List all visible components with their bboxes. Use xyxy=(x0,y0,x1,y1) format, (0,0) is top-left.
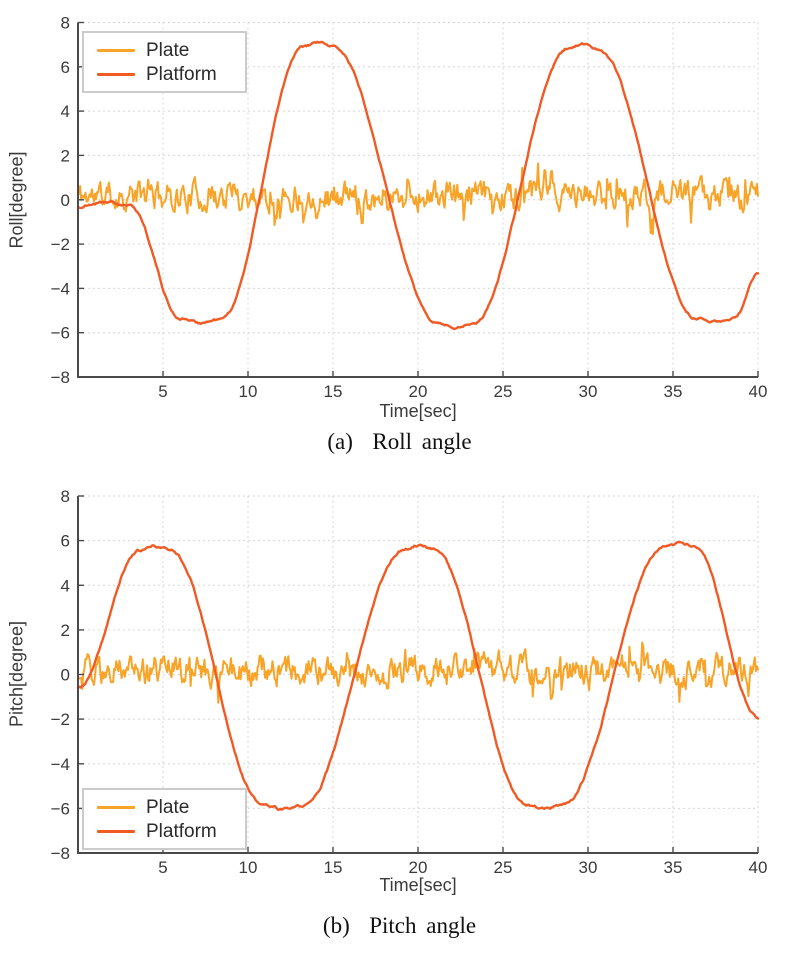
x-tick-label: 5 xyxy=(158,858,167,877)
plate-line xyxy=(77,641,759,704)
y-tick-label: 4 xyxy=(61,102,70,121)
platform-line-swatch xyxy=(97,72,135,76)
pitch-y-axis-label: Pitch[degree] xyxy=(6,620,27,728)
x-tick-label: 25 xyxy=(494,382,513,401)
pitch-caption: (b) Pitch angle xyxy=(322,913,477,938)
y-tick-label: −2 xyxy=(51,710,70,729)
x-tick-label: 10 xyxy=(239,858,258,877)
roll-figure: 5 10 15 20 25 30 35 40 8 6 4 2 0 −2 −4 −6 −8 Roll[degree… xyxy=(0,0,799,468)
legend-label-plate: Plate xyxy=(146,796,190,818)
y-tick-label: 4 xyxy=(61,576,70,595)
x-tick-label: 10 xyxy=(239,382,258,401)
y-tick-label: 6 xyxy=(61,58,70,77)
x-tick-label: 20 xyxy=(409,382,428,401)
pitch-legend: Plate Platform xyxy=(82,788,247,850)
legend-item-platform: Platform xyxy=(97,62,245,86)
y-tick-label: 2 xyxy=(61,146,70,165)
roll-y-axis-label: Roll[degree] xyxy=(6,151,27,249)
x-tick-label: 40 xyxy=(749,382,768,401)
x-tick-label: 5 xyxy=(158,382,167,401)
x-tick-label: 40 xyxy=(749,858,768,877)
plate-line-swatch xyxy=(97,48,135,52)
roll-x-axis-label: Time[sec] xyxy=(379,401,457,421)
pitch-x-axis-label: Time[sec] xyxy=(379,875,457,895)
x-tick-label: 30 xyxy=(579,858,598,877)
y-tick-label: −8 xyxy=(51,368,70,387)
y-tick-label: −6 xyxy=(51,799,70,818)
y-tick-label: −2 xyxy=(51,235,70,254)
legend-item-platform: Platform xyxy=(97,819,245,843)
y-tick-label: −4 xyxy=(51,755,70,774)
y-tick-label: 0 xyxy=(61,666,70,685)
legend-item-plate: Plate xyxy=(97,795,245,819)
roll-caption: (a) Roll angle xyxy=(327,429,472,454)
platform-line-swatch xyxy=(97,829,135,833)
legend-label-platform: Platform xyxy=(146,63,217,85)
roll-legend: Plate Platform xyxy=(82,31,247,93)
series-lines xyxy=(76,540,760,812)
y-tick-label: 8 xyxy=(61,487,70,506)
legend-label-platform: Platform xyxy=(146,820,217,842)
plate-line-swatch xyxy=(97,805,135,809)
legend-item-plate: Plate xyxy=(97,38,245,62)
x-tick-label: 15 xyxy=(324,858,343,877)
x-tick-label: 30 xyxy=(579,382,598,401)
x-tick-label: 35 xyxy=(664,858,683,877)
y-tick-label: 0 xyxy=(61,191,70,210)
y-tick-label: 8 xyxy=(61,14,70,33)
series-lines xyxy=(76,40,760,331)
x-tick-label: 35 xyxy=(664,382,683,401)
y-tick-label: 6 xyxy=(61,532,70,551)
pitch-figure: 5 10 15 20 25 30 35 40 8 6 4 2 0 −2 −4 −6 −8 Pitch[degre… xyxy=(0,468,799,958)
y-tick-label: 2 xyxy=(61,621,70,640)
platform-line xyxy=(76,540,760,812)
platform-line xyxy=(76,40,760,331)
x-tick-label: 25 xyxy=(494,858,513,877)
y-tick-label: −4 xyxy=(51,279,70,298)
x-tick-label: 20 xyxy=(409,858,428,877)
plate-line xyxy=(77,162,759,236)
y-tick-label: −6 xyxy=(51,324,70,343)
legend-label-plate: Plate xyxy=(146,39,190,61)
x-tick-label: 15 xyxy=(324,382,343,401)
y-tick-label: −8 xyxy=(51,844,70,863)
